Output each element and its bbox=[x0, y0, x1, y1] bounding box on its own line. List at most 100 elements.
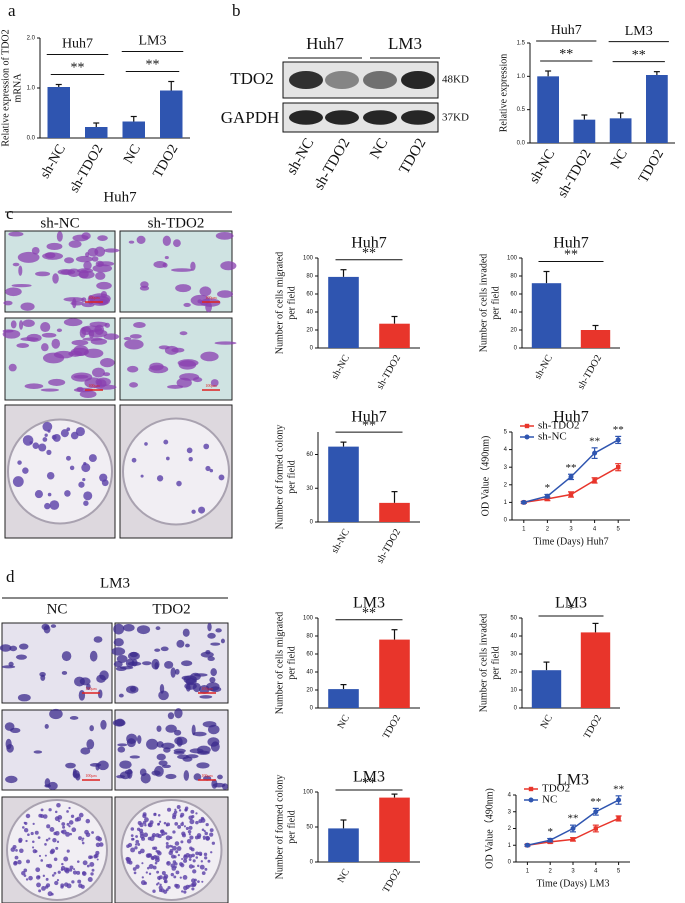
point bbox=[568, 474, 574, 480]
colony bbox=[136, 827, 141, 831]
colony bbox=[44, 843, 47, 846]
stained-cell bbox=[96, 281, 112, 290]
stained-cell bbox=[142, 661, 152, 666]
point bbox=[524, 842, 530, 848]
stained-cell bbox=[123, 337, 132, 341]
colony bbox=[156, 475, 164, 482]
y-axis-label: per field bbox=[286, 286, 297, 320]
colony bbox=[158, 885, 163, 890]
colony bbox=[56, 803, 61, 808]
x-axis-label: Time (Days) LM3 bbox=[537, 878, 610, 889]
significance-label: ** bbox=[568, 813, 579, 825]
point bbox=[592, 450, 598, 456]
colony bbox=[177, 853, 180, 857]
stained-cell bbox=[43, 625, 51, 634]
bar bbox=[580, 632, 611, 708]
x-tick-label: 3 bbox=[569, 527, 573, 533]
y-tick-label: 0 bbox=[310, 706, 314, 712]
colony bbox=[23, 868, 28, 873]
y-tick-label: 30 bbox=[510, 652, 517, 658]
y-tick-label: 0 bbox=[504, 518, 508, 524]
y-tick-label: 0 bbox=[310, 520, 314, 526]
scale-label: 100μm bbox=[88, 295, 100, 300]
colony bbox=[188, 864, 194, 869]
colony bbox=[170, 872, 174, 877]
bar bbox=[85, 127, 108, 138]
colony bbox=[163, 439, 169, 445]
y-axis-label: Number of cells migrated bbox=[274, 252, 285, 354]
stained-cell bbox=[183, 770, 190, 781]
point bbox=[544, 493, 550, 499]
colony bbox=[161, 870, 166, 875]
colony bbox=[21, 826, 25, 829]
colony bbox=[57, 870, 61, 874]
y-tick-label: 50 bbox=[510, 616, 517, 622]
stained-cell bbox=[214, 341, 237, 345]
colony bbox=[13, 861, 18, 866]
stained-cell bbox=[94, 246, 106, 257]
colony bbox=[209, 828, 214, 833]
y-axis-label: Number of formed colony bbox=[274, 775, 285, 880]
stained-cell bbox=[178, 360, 197, 370]
stained-cell bbox=[24, 383, 44, 389]
colony bbox=[180, 822, 184, 827]
bar bbox=[609, 118, 632, 143]
y-tick-label: 0 bbox=[508, 860, 512, 866]
colony bbox=[71, 880, 75, 884]
colony bbox=[41, 886, 46, 891]
colony bbox=[189, 835, 194, 840]
group-label: Huh7 bbox=[551, 23, 582, 38]
stained-cell bbox=[128, 240, 135, 244]
stained-cell bbox=[33, 750, 43, 754]
stained-cell bbox=[63, 297, 85, 302]
colony bbox=[181, 833, 186, 838]
micrograph bbox=[1, 709, 113, 791]
colony bbox=[22, 467, 29, 474]
stained-cell bbox=[48, 378, 66, 386]
colony bbox=[72, 870, 78, 875]
colony bbox=[167, 885, 171, 890]
stained-cell bbox=[117, 746, 126, 753]
stained-cell bbox=[215, 628, 222, 633]
size-label: 48KD bbox=[442, 74, 469, 86]
blot-band bbox=[325, 110, 359, 125]
stained-cell bbox=[176, 737, 183, 747]
colony bbox=[75, 426, 85, 437]
colony bbox=[35, 867, 41, 873]
stained-cell bbox=[185, 683, 191, 692]
bar bbox=[379, 502, 410, 522]
stained-cell bbox=[146, 738, 159, 750]
colony bbox=[40, 808, 44, 812]
significance-label: * bbox=[568, 602, 575, 617]
colony bbox=[84, 829, 89, 835]
blot-band bbox=[363, 71, 397, 89]
blot-band bbox=[289, 110, 323, 125]
significance-label: ** bbox=[566, 462, 577, 474]
stained-cell bbox=[171, 268, 193, 272]
colony bbox=[147, 823, 152, 827]
stained-cell bbox=[158, 760, 168, 766]
stained-cell bbox=[161, 764, 171, 769]
colony bbox=[130, 827, 135, 831]
colony bbox=[166, 861, 169, 864]
stained-cell bbox=[151, 770, 161, 776]
stained-cell bbox=[116, 774, 126, 779]
colony bbox=[177, 825, 182, 829]
stained-cell bbox=[8, 231, 24, 237]
stained-cell bbox=[181, 675, 192, 681]
colony bbox=[12, 844, 17, 850]
stained-cell bbox=[199, 286, 212, 297]
stained-cell bbox=[83, 348, 104, 358]
colony bbox=[147, 836, 152, 841]
x-tick-label: NC bbox=[336, 713, 353, 731]
group-label: LM3 bbox=[625, 24, 653, 39]
colony bbox=[66, 849, 70, 853]
stained-cell bbox=[171, 347, 185, 353]
colony bbox=[82, 478, 86, 482]
colony bbox=[131, 457, 137, 463]
colony bbox=[159, 820, 162, 823]
stained-cell bbox=[41, 343, 49, 352]
colony bbox=[18, 839, 22, 844]
colony bbox=[65, 867, 70, 872]
significance-label: ** bbox=[632, 48, 646, 63]
